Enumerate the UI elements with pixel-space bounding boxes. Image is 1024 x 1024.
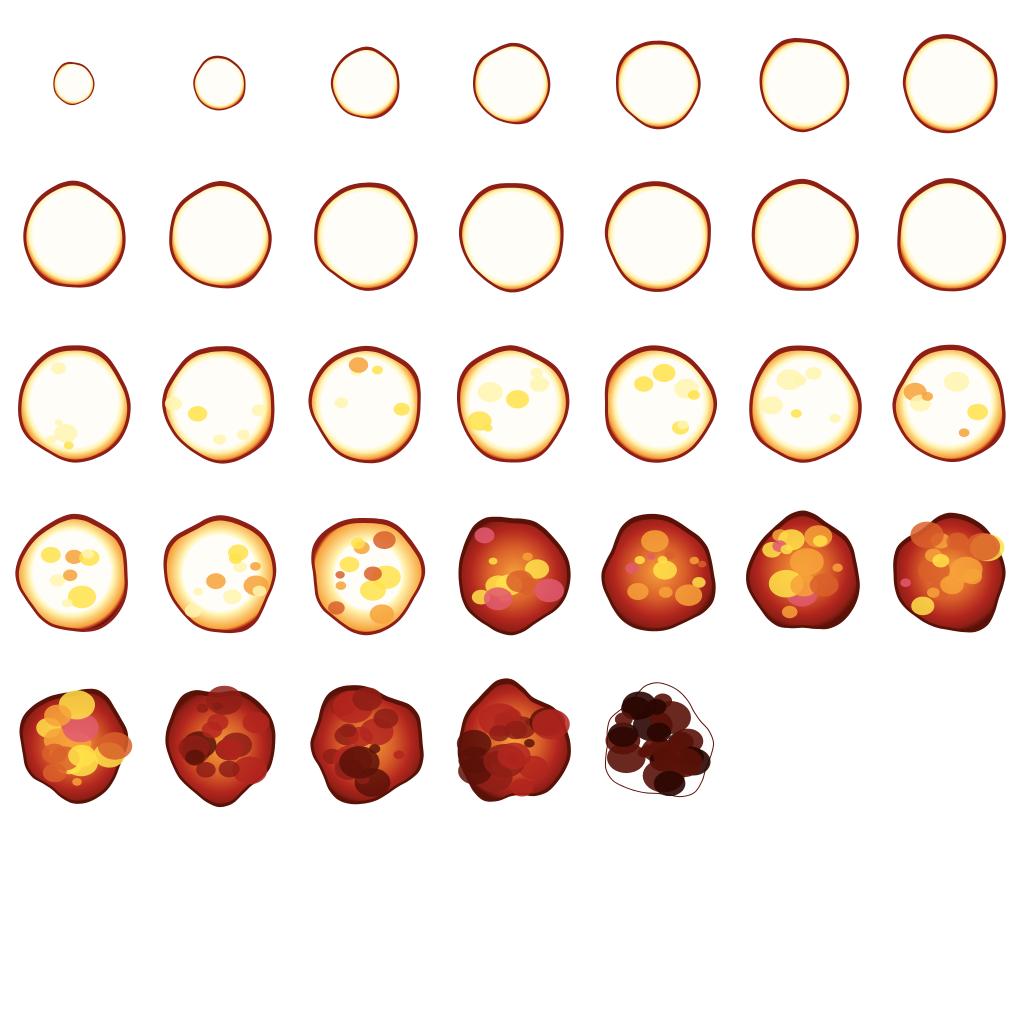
- explosion-sprite: [456, 678, 571, 802]
- explosion-sprite: [746, 510, 860, 630]
- explosion-frame: [0, 490, 146, 660]
- explosion-frame: [876, 320, 1022, 490]
- explosion-sprite: [162, 346, 275, 464]
- explosion-sprite: [330, 46, 400, 119]
- explosion-frame: [438, 0, 584, 170]
- explosion-sprite: [19, 688, 133, 804]
- explosion-sprite: [15, 513, 128, 632]
- explosion-sprite: [458, 183, 564, 293]
- explosion-sprite: [18, 345, 131, 463]
- explosion-sprite: [456, 345, 570, 463]
- explosion-frame: [146, 0, 292, 170]
- explosion-sprite: [169, 181, 272, 289]
- explosion-frame: [876, 490, 1022, 660]
- explosion-frame: [292, 660, 438, 830]
- explosion-sprite: [473, 42, 551, 125]
- explosion-frame: [292, 152, 438, 322]
- explosion-sprite: [314, 182, 418, 291]
- explosion-sprite: [193, 55, 246, 111]
- explosion-frame: [146, 320, 292, 490]
- explosion-frame: [584, 490, 730, 660]
- explosion-frame: [876, 0, 1022, 170]
- explosion-frame: [0, 320, 146, 490]
- explosion-frame: [438, 490, 584, 660]
- explosion-frame: [584, 660, 730, 830]
- explosion-sprite: [601, 513, 716, 632]
- explosion-sprite: [165, 685, 276, 808]
- explosion-sprite: [892, 344, 1006, 463]
- explosion-sprite: [604, 181, 711, 292]
- explosion-sprite: [604, 345, 718, 463]
- explosion-sprite: [616, 40, 701, 130]
- explosion-frame: [146, 152, 292, 322]
- explosion-sprite: [897, 178, 1007, 292]
- explosion-frame: [438, 320, 584, 490]
- explosion-frame: [876, 152, 1022, 322]
- explosion-sprite: [604, 682, 715, 798]
- explosion-frame: [438, 152, 584, 322]
- explosion-frame: [292, 0, 438, 170]
- explosion-sprite: [893, 512, 1006, 633]
- explosion-frame: [730, 320, 876, 490]
- explosion-sprite: [902, 34, 998, 134]
- explosion-frame: [730, 0, 876, 170]
- explosion-sprite: [163, 515, 277, 634]
- explosion-sprite: [458, 516, 571, 636]
- explosion-sprite: [311, 517, 426, 636]
- explosion-frame: [0, 0, 146, 170]
- explosion-frame: [0, 152, 146, 322]
- explosion-frame: [584, 0, 730, 170]
- explosion-sprite: [308, 345, 421, 464]
- explosion-frame: [730, 152, 876, 322]
- explosion-frame: [730, 490, 876, 660]
- explosion-sprite: [53, 61, 95, 106]
- explosion-sprite: [751, 178, 859, 291]
- explosion-frame: [146, 490, 292, 660]
- explosion-frame: [292, 490, 438, 660]
- explosion-frame: [584, 152, 730, 322]
- explosion-frame: [584, 320, 730, 490]
- explosion-frame: [292, 320, 438, 490]
- explosion-sprite: [23, 180, 126, 288]
- explosion-sprite: [749, 345, 862, 463]
- explosion-frame: [146, 660, 292, 830]
- explosion-frame: [438, 660, 584, 830]
- explosion-sprite: [310, 685, 424, 805]
- explosion-frame: [0, 660, 146, 830]
- explosion-sprite: [759, 37, 850, 133]
